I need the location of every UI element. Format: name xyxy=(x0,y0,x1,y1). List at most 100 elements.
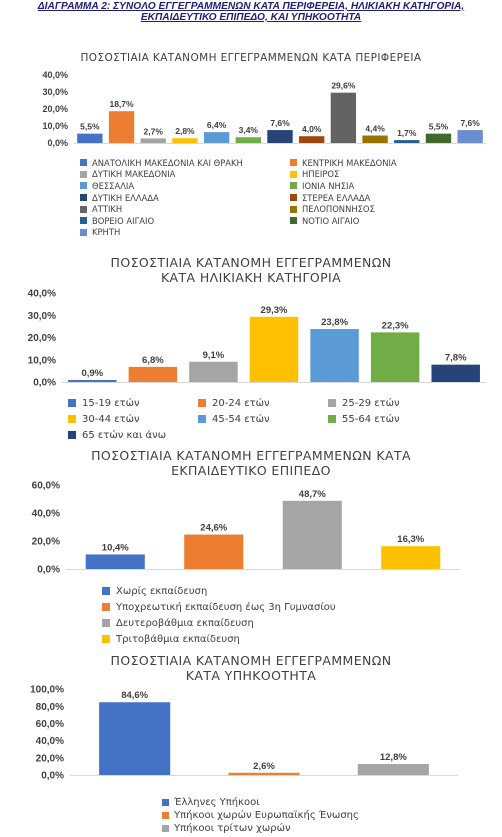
y-tick-label: 40,0% xyxy=(42,70,68,80)
legend-item: 65 ετών και άνω xyxy=(68,427,166,443)
legend-label: 25-29 ετών xyxy=(342,397,400,409)
legend-item: ΑΝΑΤΟΛΙΚΗ ΜΑΚΕΔΟΝΙΑ ΚΑΙ ΘΡΑΚΗ xyxy=(80,157,243,169)
legend-item: 20-24 ετών xyxy=(198,395,270,411)
legend-label: ΣΤΕΡΕΑ ΕΛΛΑΔΑ xyxy=(302,192,371,203)
legend-item: ΗΠΕΙΡΟΣ xyxy=(290,169,339,181)
bar-item-1 xyxy=(108,111,135,143)
bar-item-4 xyxy=(310,329,359,382)
legend-item: ΚΡΗΤΗ xyxy=(80,227,120,239)
legend-item: 55-64 ετών xyxy=(328,411,400,427)
legend-label: Έλληνες Υπήκοοι xyxy=(174,797,260,808)
bar-item-0 xyxy=(99,702,171,775)
page-title-line-1: ΔΙΑΓΡΑΜΜΑ 2: ΣΥΝΟΛΟ ΕΓΓΕΓΡΑΜΜΕΝΩΝ ΚΑΤΑ Π… xyxy=(37,1,465,12)
legend-item: 15-19 ετών xyxy=(68,395,140,411)
legend-label: 20-24 ετών xyxy=(212,397,270,409)
legend-label: Χωρίς εκπαίδευση xyxy=(116,585,208,597)
legend-item: 45-54 ετών xyxy=(198,411,270,427)
legend-label: ΙΟΝΙΑ ΝΗΣΙΑ xyxy=(302,180,355,191)
data-label: 48,7% xyxy=(299,489,326,500)
legend-swatch xyxy=(290,170,297,178)
bar-item-8 xyxy=(330,92,357,143)
legend-swatch xyxy=(290,217,297,225)
page-title: ΔΙΑΓΡΑΜΜΑ 2: ΣΥΝΟΛΟ ΕΓΓΕΓΡΑΜΜΕΝΩΝ ΚΑΤΑ Π… xyxy=(0,1,502,23)
legend-label: Τριτοβάθμια εκπαίδευση xyxy=(116,633,240,645)
legend-swatch xyxy=(198,415,206,423)
y-tick-label: 40,0% xyxy=(36,736,64,747)
legend-label: ΚΕΝΤΡΙΚΗ ΜΑΚΕΔΟΝΙΑ xyxy=(302,157,397,168)
chart-education: 0,0% 20,0% 40,0% 60,0% 10,4% 24,6% 48,7% 16,3% Π… xyxy=(2,447,500,646)
legend-swatch xyxy=(80,170,87,178)
chart-age: 0,0% 10,0% 20,0% 30,0% 40,0% 0,9% 6,8% 9,1% 29,3… xyxy=(2,250,500,446)
bar-item-4 xyxy=(203,132,230,143)
bar-item-7 xyxy=(299,136,325,143)
y-tick-label: 20,0% xyxy=(42,104,68,114)
chart-citizenship: 0,0% 20,0% 40,0% 60,0% 80,0% 100,0% 84,6% 2,6% 1… xyxy=(2,648,500,836)
legend-label: Υποχρεωτική εκπαίδευση έως 3η Γυμνασίου xyxy=(116,601,336,613)
bar-item-6 xyxy=(431,364,480,382)
data-label: 23,8% xyxy=(321,317,348,328)
bar-item-3 xyxy=(249,316,299,382)
legend-swatch xyxy=(68,399,76,407)
y-tick-label: 100,0% xyxy=(30,685,64,696)
legend-swatch xyxy=(68,415,76,423)
legend-swatch xyxy=(328,399,336,407)
legend-label: ΑΝΑΤΟΛΙΚΗ ΜΑΚΕΔΟΝΙΑ ΚΑΙ ΘΡΑΚΗ xyxy=(92,157,243,168)
y-tick-label: 10,0% xyxy=(42,121,68,131)
legend-label: ΗΠΕΙΡΟΣ xyxy=(302,169,340,180)
bar-item-1 xyxy=(128,366,178,382)
legend-label: ΑΤΤΙΚΗ xyxy=(92,204,123,215)
bar-item-1 xyxy=(184,534,244,569)
bar-item-2 xyxy=(282,500,342,569)
legend-swatch xyxy=(290,205,297,213)
chart-title-line: ΠΟΣΟΣΤΙΑΙΑ ΚΑΤΑΝΟΜΗ ΕΓΓΕΓΡΑΜΜΕΝΩΝ xyxy=(110,255,392,270)
bar-item-3 xyxy=(381,546,441,569)
bar-item-5 xyxy=(370,332,420,382)
legend-label: ΒΟΡΕΙΟ ΑΙΓΑΙΟ xyxy=(92,215,155,226)
legend-item: ΔΥΤΙΚΗ ΜΑΚΕΔΟΝΙΑ xyxy=(80,169,175,181)
legend-label: 45-54 ετών xyxy=(212,413,270,425)
legend-label: 30-44 ετών xyxy=(82,413,140,425)
legend-item: ΣΤΕΡΕΑ ΕΛΛΑΔΑ xyxy=(290,192,370,204)
legend-item: Υπήκοοι τρίτων χωρών xyxy=(162,822,291,835)
legend-item: Χωρίς εκπαίδευση xyxy=(102,583,207,599)
legend-swatch xyxy=(80,217,87,225)
chart-title: ΠΟΣΟΣΤΙΑΙΑ ΚΑΤΑΝΟΜΗ ΕΓΓΕΓΡΑΜΜΕΝΩΝ ΚΑΤΑ ΗΛ… xyxy=(2,255,500,285)
legend-swatch xyxy=(68,431,76,439)
legend-label: ΚΡΗΤΗ xyxy=(92,227,121,238)
bar-item-6 xyxy=(267,130,293,143)
legend-item: ΠΕΛΟΠΟΝΝΗΣΟΣ xyxy=(290,203,375,215)
chart-region: 0,0% 10,0% 20,0% 30,0% 40,0% 5,5% 18,7% 2,7% 2,8… xyxy=(2,49,500,249)
bar-item-1 xyxy=(228,772,300,775)
chart-title: ΠΟΣΟΣΤΙΑΙΑ ΚΑΤΑΝΟΜΗ ΕΓΓΕΓΡΑΜΜΕΝΩΝ ΚΑΤΑ ΥΠ… xyxy=(2,653,500,683)
legend-label: 65 ετών και άνω xyxy=(82,429,167,441)
data-label: 29,6% xyxy=(331,81,356,91)
y-tick-label: 40,0% xyxy=(28,289,56,300)
legend-swatch xyxy=(290,182,297,190)
bar-item-2 xyxy=(140,138,166,143)
data-label: 7,6% xyxy=(460,118,480,128)
data-label: 29,3% xyxy=(261,305,288,316)
y-tick-label: 40,0% xyxy=(32,509,60,520)
y-tick-label: 30,0% xyxy=(42,87,68,97)
data-label: 4,0% xyxy=(302,124,322,134)
data-label: 3,4% xyxy=(239,125,259,135)
legend-item: Υποχρεωτική εκπαίδευση έως 3η Γυμνασίου xyxy=(102,599,336,615)
y-tick-label: 30,0% xyxy=(28,311,56,322)
data-label: 2,6% xyxy=(253,761,275,772)
legend-swatch xyxy=(328,415,336,423)
data-label: 24,6% xyxy=(200,523,227,534)
bar-item-0 xyxy=(68,379,117,382)
legend-item: ΒΟΡΕΙΟ ΑΙΓΑΙΟ xyxy=(80,215,154,227)
y-tick-label: 10,0% xyxy=(28,355,56,366)
legend-swatch xyxy=(198,399,206,407)
bar-item-9 xyxy=(362,135,388,143)
legend-item: ΙΟΝΙΑ ΝΗΣΙΑ xyxy=(290,180,354,192)
chart-title: ΠΟΣΟΣΤΙΑΙΑ ΚΑΤΑΝΟΜΗ ΕΓΓΕΓΡΑΜΜΕΝΩΝ ΚΑΤΑ Π… xyxy=(2,52,500,65)
data-label: 7,8% xyxy=(445,353,467,364)
legend-swatch xyxy=(162,825,169,832)
legend-item: ΑΤΤΙΚΗ xyxy=(80,203,122,215)
legend-label: ΔΥΤΙΚΗ ΕΛΛΑΔΑ xyxy=(92,192,159,203)
legend-swatch xyxy=(162,812,169,819)
data-label: 12,8% xyxy=(380,752,407,763)
data-label: 10,4% xyxy=(102,542,129,553)
